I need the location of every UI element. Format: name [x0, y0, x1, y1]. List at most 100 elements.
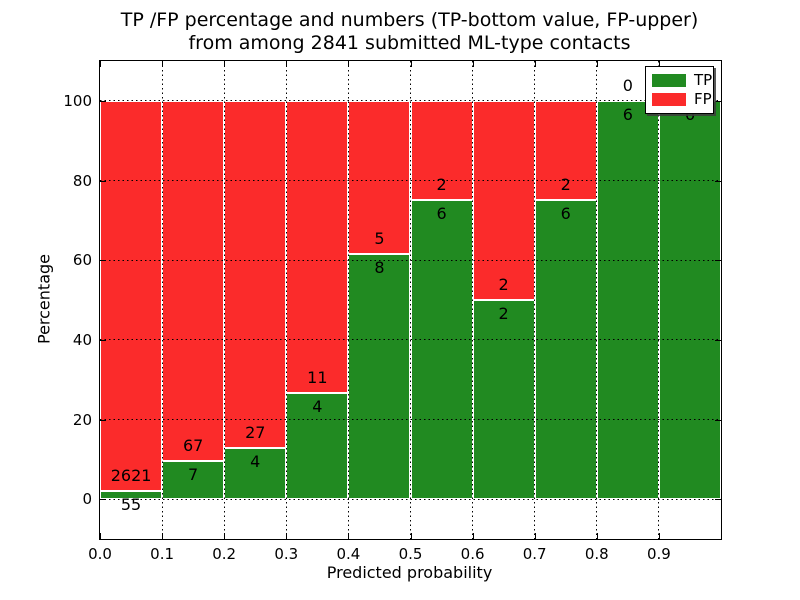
x-tick: [658, 533, 660, 539]
y-tick: [715, 260, 721, 262]
tp-count-label: 6: [684, 104, 696, 124]
fp-count-label: 2: [436, 175, 447, 195]
chart-title-line1: TP /FP percentage and numbers (TP-bottom…: [120, 9, 699, 31]
y-tick-label: 100: [63, 91, 92, 110]
y-tick: [100, 260, 106, 262]
y-tick-label: 0: [82, 490, 92, 509]
y-tick-label: 20: [72, 410, 92, 429]
v-gridline: [410, 61, 411, 539]
x-tick: [658, 61, 660, 67]
chart-title-line2: from among 2841 submitted ML-type contac…: [188, 32, 631, 54]
v-gridline: [285, 61, 287, 539]
v-gridline: [472, 61, 474, 539]
tp-bar-segment: [596, 100, 659, 500]
fp-count-label: 27: [245, 422, 266, 442]
fp-bar-segment: [348, 100, 411, 255]
fp-count-label: 5: [374, 229, 385, 249]
v-gridline: [223, 61, 225, 539]
x-tick: [286, 533, 288, 539]
y-tick: [100, 419, 106, 421]
fp-count-label: 2: [560, 175, 571, 195]
legend-entry-tp: TP: [652, 71, 713, 90]
x-tick: [100, 61, 101, 67]
tp-bar-segment: [100, 490, 163, 500]
x-tick: [596, 533, 598, 539]
tp-count-label: 55: [120, 494, 142, 514]
y-tick: [715, 419, 721, 421]
tp-bar-segment: [348, 254, 411, 500]
fp-bar-segment: [100, 100, 163, 491]
tp-count-label: 4: [312, 396, 323, 416]
fp-bar-segment: [472, 100, 535, 300]
x-tick-label: 0.7: [522, 545, 547, 563]
fp-bar-segment: [534, 100, 597, 201]
y-tick: [100, 339, 106, 341]
y-tick: [100, 180, 106, 182]
legend-label-fp: FP: [694, 90, 712, 108]
x-tick: [162, 533, 164, 539]
fp-bar-segment: [286, 100, 349, 393]
fp-count-label: 67: [182, 436, 204, 456]
x-tick: [410, 533, 412, 539]
x-tick: [534, 61, 536, 67]
x-tick-label: 0.3: [274, 545, 299, 563]
x-tick: [472, 61, 474, 67]
x-tick: [348, 533, 350, 539]
fp-count-label: 2: [498, 275, 509, 294]
x-tick: [410, 61, 412, 67]
tp-count-label: 7: [188, 465, 199, 485]
x-tick-label: 0.2: [212, 545, 237, 563]
x-tick: [472, 533, 474, 539]
x-tick: [100, 533, 101, 539]
tp-bar-segment: [658, 100, 721, 500]
x-tick: [224, 61, 226, 67]
tp-bar-segment: [410, 200, 473, 500]
x-axis-label: Predicted probability: [326, 563, 493, 582]
v-gridline: [596, 61, 598, 539]
tp-count-label: 6: [560, 204, 571, 224]
fp-count-label: 2621: [110, 465, 152, 485]
y-tick-label: 80: [72, 171, 92, 190]
legend-entry-fp: FP: [652, 90, 713, 109]
x-tick-label: 0.6: [460, 545, 485, 563]
y-tick: [715, 100, 721, 102]
y-tick-label: 40: [72, 330, 92, 349]
y-tick: [715, 499, 721, 501]
y-tick-label: 60: [72, 251, 92, 270]
x-tick: [534, 533, 536, 539]
x-tick-label: 0.8: [584, 545, 609, 563]
x-tick: [224, 533, 226, 539]
tp-bar-segment: [224, 447, 287, 500]
x-tick-label: 0.0: [88, 545, 112, 563]
v-gridline: [534, 61, 536, 539]
tp-count-label: 8: [374, 258, 385, 278]
fp-count-label: 11: [307, 367, 328, 387]
x-tick: [286, 61, 288, 67]
fp-bar-segment: [162, 100, 225, 462]
x-tick-label: 0.5: [398, 545, 423, 563]
v-gridline: [161, 61, 163, 539]
fp-bar-segment: [224, 100, 287, 448]
x-tick: [162, 61, 164, 67]
fp-count-label: 0: [622, 75, 633, 95]
tp-count-label: 6: [622, 104, 633, 124]
plot-area: 2621556772741145826222606060.00.10.20.30…: [63, 60, 722, 563]
v-gridline: [347, 61, 349, 539]
tp-bar-segment: [286, 392, 349, 500]
tp-bar-segment: [534, 200, 597, 500]
x-tick: [596, 61, 598, 67]
x-tick: [348, 61, 350, 67]
legend: TP FP: [645, 66, 714, 114]
tp-bar-segment: [162, 461, 225, 500]
legend-swatch-tp: [652, 74, 686, 87]
tp-bar-segment: [472, 300, 535, 500]
x-tick-label: 0.4: [336, 545, 361, 563]
y-tick: [715, 339, 721, 341]
v-gridline: [658, 61, 660, 539]
tp-count-label: 4: [250, 451, 261, 471]
y-tick: [100, 100, 106, 102]
y-tick: [715, 180, 721, 182]
chart-title: TP /FP percentage and numbers (TP-bottom…: [99, 9, 720, 55]
y-axis-label: Percentage: [34, 253, 54, 345]
